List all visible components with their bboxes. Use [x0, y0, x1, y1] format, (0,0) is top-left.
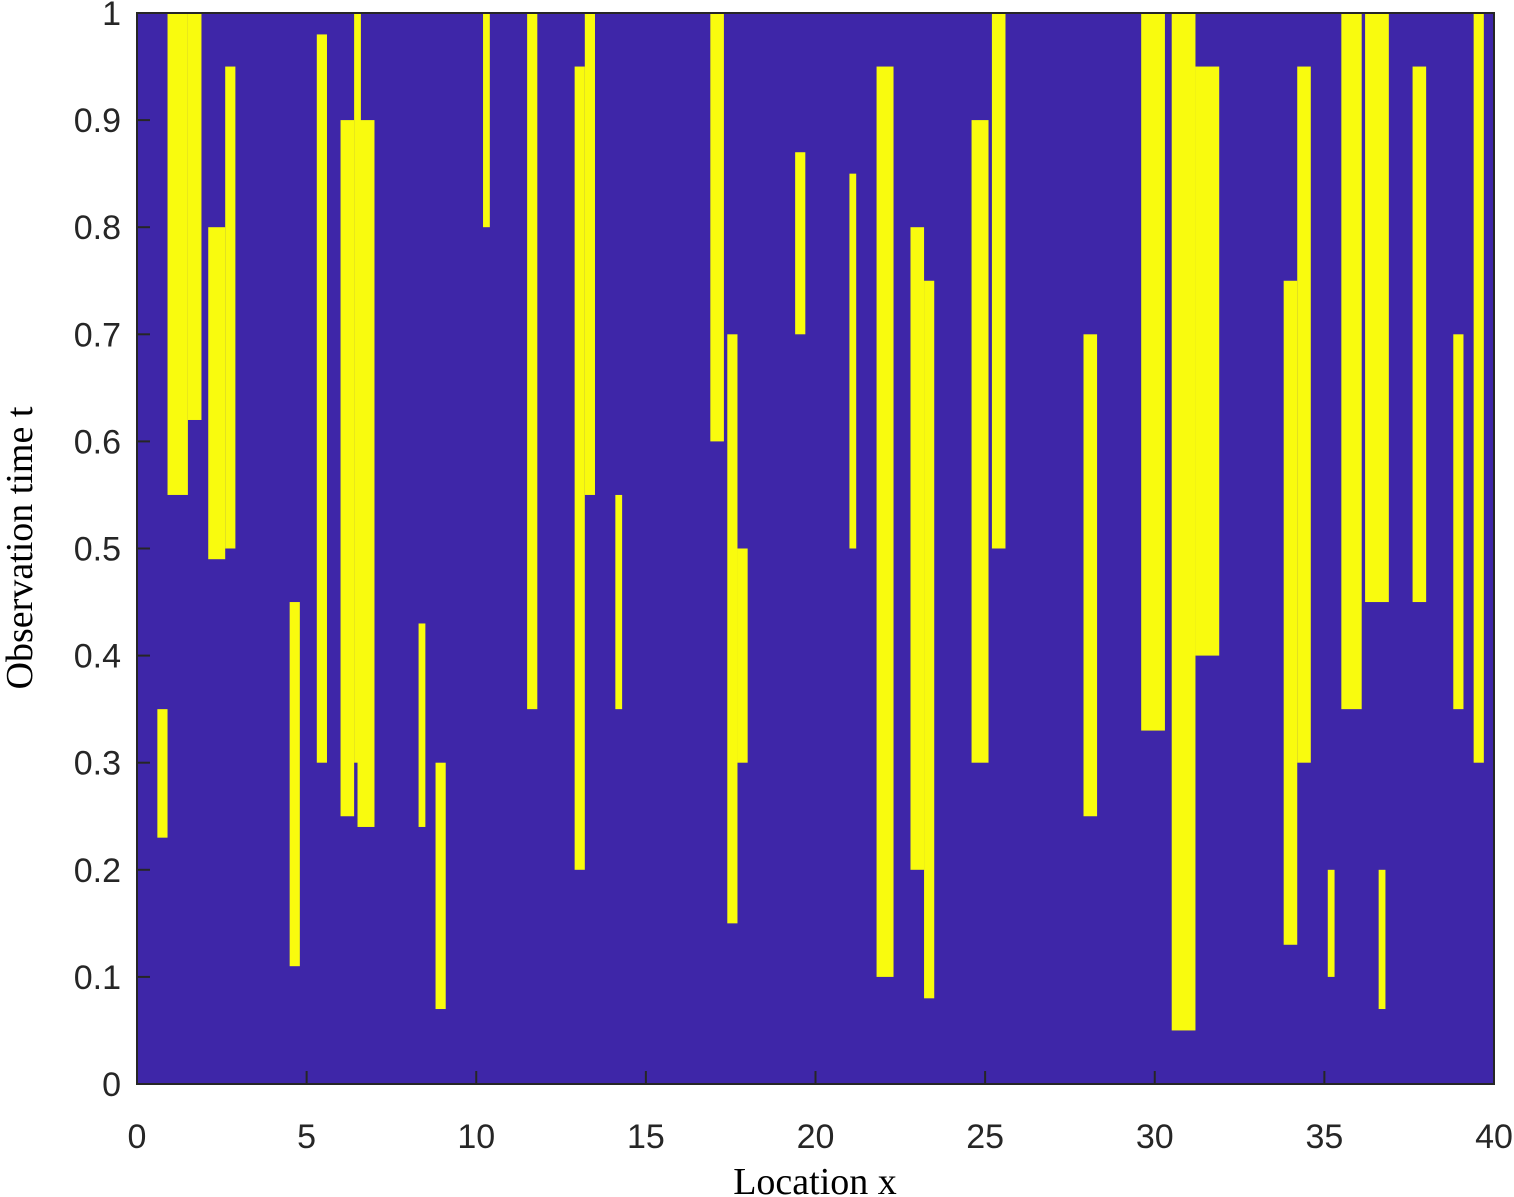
x-tick-label: 15 [627, 1118, 665, 1156]
y-tick-label: 0.2 [74, 852, 121, 890]
yellow-region [225, 66, 236, 549]
x-tick-label: 5 [297, 1118, 316, 1156]
yellow-region [1453, 334, 1464, 710]
yellow-region [795, 152, 806, 335]
yellow-region [584, 13, 595, 495]
x-tick-label: 35 [1305, 1118, 1343, 1156]
yellow-region [1283, 280, 1298, 945]
yellow-region [340, 120, 355, 817]
yellow-region [316, 34, 327, 763]
x-tick-label: 10 [457, 1118, 495, 1156]
yellow-region [1171, 13, 1196, 1031]
yellow-region [876, 66, 894, 977]
x-axis-label: Location x [733, 1161, 897, 1197]
yellow-region [615, 494, 623, 710]
yellow-region [157, 709, 168, 838]
yellow-region [357, 120, 375, 827]
y-tick-label: 0.9 [74, 102, 121, 140]
y-tick-label: 0.5 [74, 531, 121, 569]
y-tick-label: 0.6 [74, 423, 121, 461]
yellow-region [483, 13, 490, 228]
y-tick-label: 0 [102, 1066, 121, 1104]
yellow-region [910, 227, 925, 870]
y-tick-label: 0.8 [74, 209, 121, 247]
x-tick-label: 0 [128, 1118, 147, 1156]
yellow-region [710, 13, 724, 442]
yellow-region [849, 173, 857, 549]
yellow-region [1327, 869, 1335, 977]
yellow-region [1365, 13, 1389, 603]
yellow-region [991, 13, 1006, 549]
yellow-region [1473, 13, 1484, 763]
yellow-region [924, 280, 935, 999]
yellow-region [1378, 869, 1386, 1010]
yellow-region [574, 66, 585, 870]
yellow-region [727, 334, 738, 924]
yellow-region [1341, 13, 1362, 710]
yellow-region [289, 602, 300, 967]
yellow-region [1412, 66, 1427, 603]
y-tick-label: 0.3 [74, 745, 121, 783]
y-tick-label: 0.7 [74, 316, 121, 354]
yellow-region [435, 762, 446, 1010]
yellow-region [187, 13, 202, 420]
yellow-region [1083, 334, 1098, 817]
y-axis-label: Observation time t [0, 406, 41, 689]
yellow-region [208, 227, 226, 560]
y-tick-label: 0.4 [74, 638, 121, 676]
y-tick-label: 1 [102, 0, 121, 33]
x-tick-label: 40 [1475, 1118, 1513, 1156]
yellow-region [1195, 66, 1220, 656]
x-tick-label: 30 [1136, 1118, 1174, 1156]
yellow-region [1141, 13, 1165, 731]
yellow-region [971, 120, 989, 763]
yellow-region [418, 623, 426, 827]
y-tick-label: 0.1 [74, 959, 121, 997]
yellow-region [1297, 66, 1311, 763]
yellow-region [527, 13, 538, 710]
yellow-region [167, 13, 188, 495]
x-tick-label: 25 [966, 1118, 1004, 1156]
yellow-region [737, 548, 748, 763]
x-tick-label: 20 [797, 1118, 835, 1156]
yellow-region [354, 13, 361, 763]
